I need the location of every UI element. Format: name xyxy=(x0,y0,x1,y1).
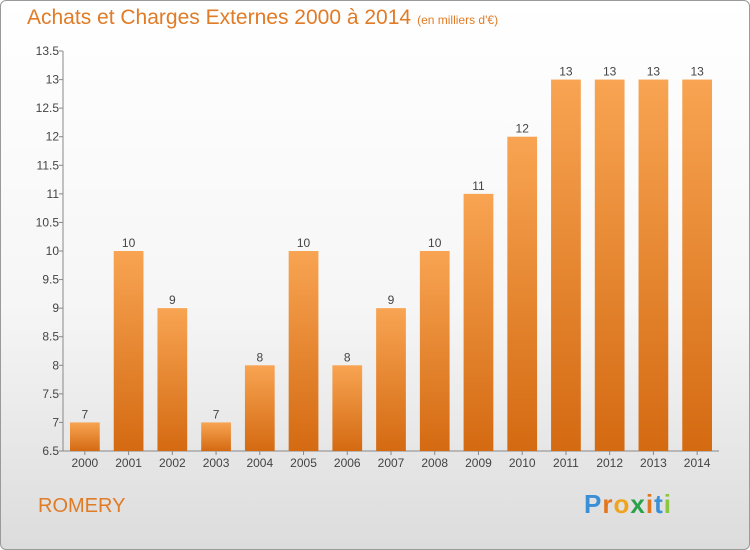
x-tick-label: 2011 xyxy=(553,456,579,470)
logo-letter: o xyxy=(613,489,631,519)
y-tick-label: 7 xyxy=(52,415,59,429)
bar-value-label: 9 xyxy=(169,293,176,307)
bar-value-label: 10 xyxy=(297,236,311,250)
bar-value-label: 7 xyxy=(82,407,89,421)
x-tick-label: 2009 xyxy=(465,456,492,470)
bar xyxy=(507,136,538,451)
x-tick-label: 2012 xyxy=(596,456,623,470)
bar xyxy=(463,193,494,451)
x-tick-label: 2000 xyxy=(72,456,99,470)
bar-value-label: 11 xyxy=(472,179,485,193)
x-tick-label: 2007 xyxy=(378,456,405,470)
bar-value-label: 12 xyxy=(516,122,530,136)
bar xyxy=(376,308,406,451)
chart-subtitle: (en milliers d'€) xyxy=(417,13,499,27)
logo-letter: i xyxy=(663,489,672,519)
bars: 7 10 9 7 8 10 8 9 10 11 12 13 13 13 13 xyxy=(69,65,713,452)
y-tick-label: 6.5 xyxy=(42,444,59,458)
bar-value-label: 13 xyxy=(559,65,573,79)
bar-value-label: 13 xyxy=(647,65,661,79)
x-tick-label: 2008 xyxy=(421,456,448,470)
bar xyxy=(288,251,319,451)
x-tick-label: 2003 xyxy=(203,456,230,470)
x-tick-label: 2005 xyxy=(290,456,317,470)
x-tick-label: 2013 xyxy=(640,456,667,470)
bar xyxy=(332,365,363,451)
bar-value-label: 13 xyxy=(603,65,617,79)
bar-value-label: 10 xyxy=(428,236,442,250)
bar xyxy=(113,251,144,451)
y-tick-label: 13 xyxy=(46,73,60,87)
bar xyxy=(201,422,231,451)
bar-value-label: 9 xyxy=(388,293,395,307)
bar xyxy=(157,308,188,451)
y-tick-label: 12 xyxy=(46,130,60,144)
bar xyxy=(244,365,275,451)
chart-title-text: Achats et Charges Externes 2000 à 2014 xyxy=(27,6,412,29)
bar xyxy=(638,79,669,452)
town-name: ROMERY xyxy=(38,495,126,517)
bar xyxy=(69,422,100,451)
y-tick-label: 11 xyxy=(47,187,60,201)
chart-title: Achats et Charges Externes 2000 à 2014 (e… xyxy=(27,6,498,30)
x-tick-label: 2014 xyxy=(684,456,711,470)
proxiti-logo: Proxiti xyxy=(584,489,672,520)
logo-letter: x xyxy=(630,489,646,519)
logo-letter: t xyxy=(654,489,664,519)
bar-value-label: 13 xyxy=(690,65,704,79)
y-tick-label: 13.5 xyxy=(36,44,60,58)
y-tick-label: 12.5 xyxy=(36,101,60,115)
x-tick-label: 2006 xyxy=(334,456,361,470)
y-tick-label: 10 xyxy=(46,244,60,258)
x-tick-label: 2010 xyxy=(509,456,536,470)
y-tick-label: 11.5 xyxy=(37,158,60,172)
logo-letter: r xyxy=(602,489,614,519)
x-tick-label: 2001 xyxy=(115,456,142,470)
y-tick-label: 10.5 xyxy=(36,215,60,229)
x-tick-label: 2002 xyxy=(159,456,186,470)
bar-value-label: 7 xyxy=(213,407,220,421)
bar-value-label: 8 xyxy=(256,350,263,364)
y-tick-label: 9 xyxy=(52,301,59,315)
logo-letter: i xyxy=(645,489,655,519)
bar-value-label: 10 xyxy=(122,236,136,250)
bar xyxy=(682,79,713,452)
x-tick-label: 2004 xyxy=(246,456,273,470)
y-tick-label: 7.5 xyxy=(42,387,59,401)
logo-letter: P xyxy=(584,489,603,519)
bar xyxy=(419,251,450,451)
y-tick-label: 9.5 xyxy=(42,273,59,287)
bar xyxy=(594,79,625,452)
bar xyxy=(551,79,581,452)
y-tick-label: 8 xyxy=(52,358,59,372)
bar-value-label: 8 xyxy=(344,350,351,364)
y-tick-label: 8.5 xyxy=(42,330,59,344)
